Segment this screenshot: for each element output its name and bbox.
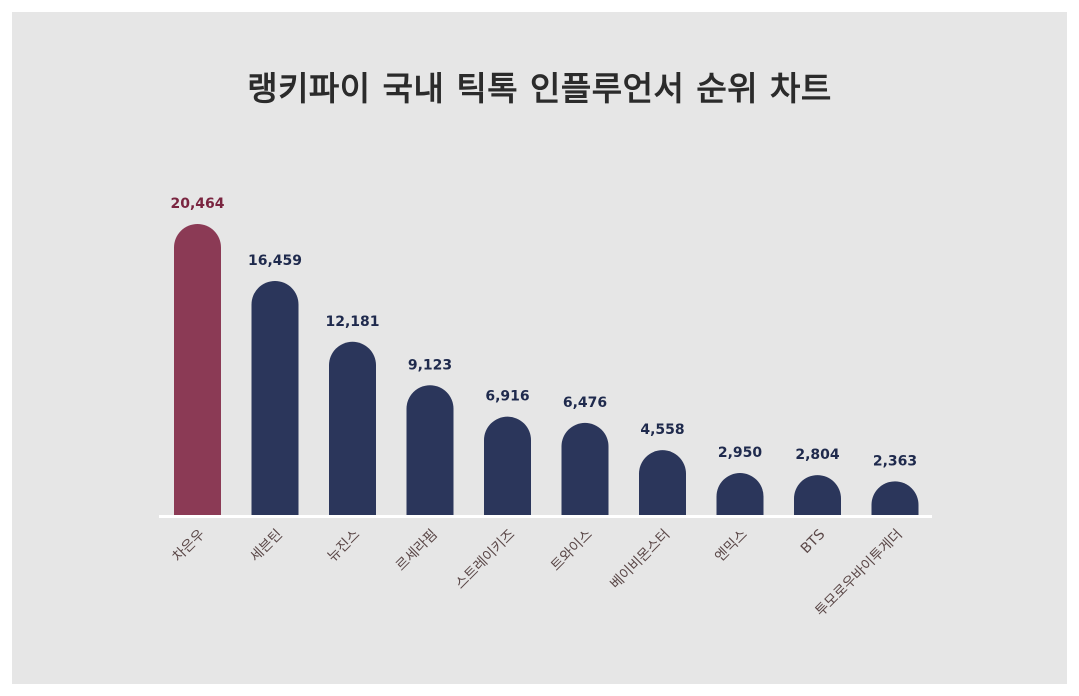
bar-스트레이키즈 <box>484 416 531 515</box>
value-label: 2,363 <box>873 453 917 469</box>
category-label: 세븐틴 <box>247 527 286 566</box>
bar-BTS <box>794 475 841 515</box>
category-label: 베이비몬스터 <box>607 527 673 593</box>
category-label: 투모로우바이투게더 <box>813 527 906 620</box>
value-label: 9,123 <box>408 357 452 373</box>
bar-투모로우바이투게더 <box>871 481 919 515</box>
value-label: 4,558 <box>640 422 684 438</box>
value-label: 16,459 <box>248 253 302 269</box>
chart-title: 랭키파이 국내 틱톡 인플루언서 순위 차트 <box>247 69 832 108</box>
value-label: 6,916 <box>485 389 529 405</box>
category-label: 르세라핌 <box>393 527 441 575</box>
value-label: 2,950 <box>718 445 763 461</box>
bar-베이비몬스터 <box>639 450 686 515</box>
bar-르세라핌 <box>406 385 454 515</box>
value-label: 6,476 <box>563 395 607 411</box>
value-label: 2,804 <box>795 447 840 463</box>
bar-뉴진스 <box>329 341 376 515</box>
category-label: BTS <box>798 526 829 557</box>
bar-엔믹스 <box>716 473 764 515</box>
bar-세븐틴 <box>251 280 299 515</box>
value-label: 12,181 <box>325 314 379 330</box>
category-label: 차은우 <box>170 526 209 565</box>
category-label: 스트레이키즈 <box>452 526 518 592</box>
bar-차은우 <box>174 224 221 515</box>
category-label: 엔믹스 <box>712 526 751 565</box>
value-label: 20,464 <box>170 196 224 212</box>
category-label: 뉴진스 <box>325 526 364 565</box>
category-label: 트와이스 <box>548 526 596 574</box>
bar-트와이스 <box>561 422 609 515</box>
